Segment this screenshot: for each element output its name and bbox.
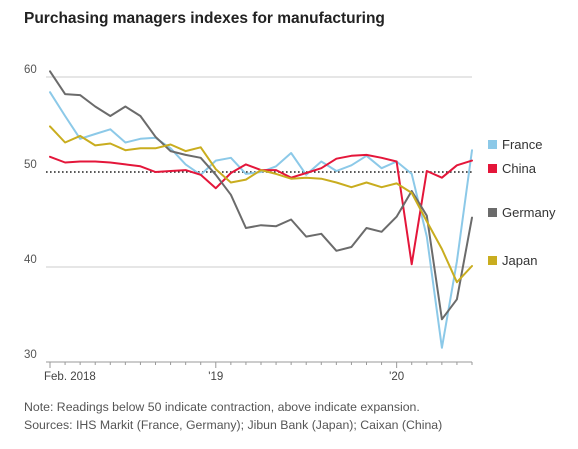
x-tick-label: '20 bbox=[389, 371, 404, 383]
chart-title: Purchasing managers indexes for manufact… bbox=[24, 10, 385, 27]
legend-label-japan: Japan bbox=[502, 253, 537, 268]
y-tick-label: 60 bbox=[24, 64, 37, 76]
series-line-france bbox=[49, 91, 473, 349]
chart-note: Note: Readings below 50 indicate contrac… bbox=[24, 400, 420, 414]
y-tick-label: 50 bbox=[24, 159, 37, 171]
series-line-japan bbox=[49, 125, 473, 284]
legend-swatch-china bbox=[488, 164, 497, 173]
series-line-germany bbox=[49, 70, 473, 321]
legend-swatch-france bbox=[488, 140, 497, 149]
y-tick-label: 30 bbox=[24, 349, 37, 361]
legend-label-china: China bbox=[502, 161, 537, 176]
legend-swatch-japan bbox=[488, 256, 497, 265]
x-tick-label: '19 bbox=[208, 371, 223, 383]
x-tick-label: Feb. 2018 bbox=[44, 371, 96, 383]
legend-label-germany: Germany bbox=[502, 205, 556, 220]
y-tick-label: 40 bbox=[24, 254, 37, 266]
legend-label-france: France bbox=[502, 137, 542, 152]
chart-sources: Sources: IHS Markit (France, Germany); J… bbox=[24, 418, 443, 432]
legend-swatch-germany bbox=[488, 208, 497, 217]
